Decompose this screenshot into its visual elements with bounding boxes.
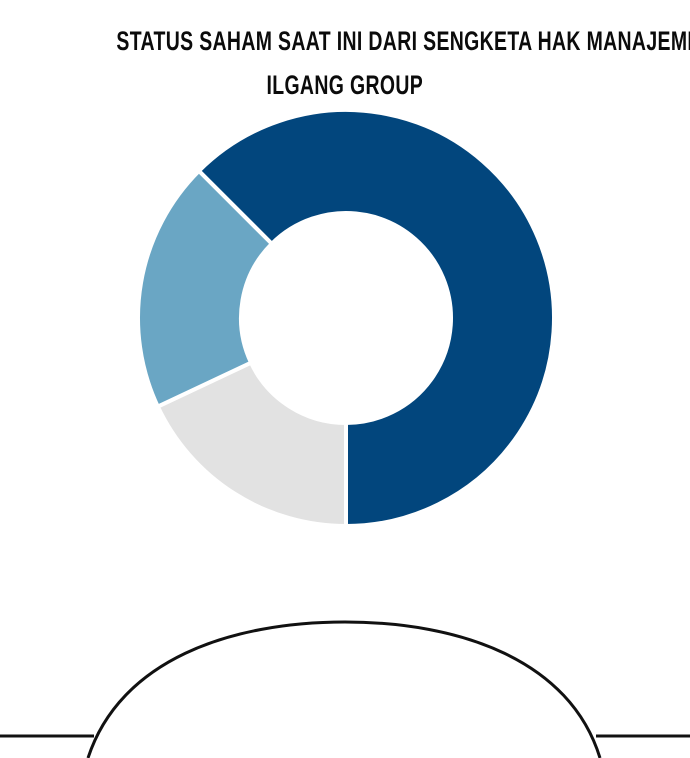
donut-slice-0 (196, 108, 556, 529)
chart-title-line-1: STATUS SAHAM SAAT INI DARI SENGKETA HAK … (0, 26, 690, 57)
donut-chart (136, 108, 556, 529)
title-text: ILGANG GROUP (266, 70, 424, 100)
chart-title-line-2: ILGANG GROUP (0, 70, 690, 101)
title-text: STATUS SAHAM SAAT INI DARI SENGKETA HAK … (116, 26, 690, 56)
donut-slice-1 (155, 360, 348, 529)
character-head-outline (0, 620, 690, 758)
donut-slice-2 (136, 168, 275, 410)
head-outline-curve (86, 620, 602, 758)
